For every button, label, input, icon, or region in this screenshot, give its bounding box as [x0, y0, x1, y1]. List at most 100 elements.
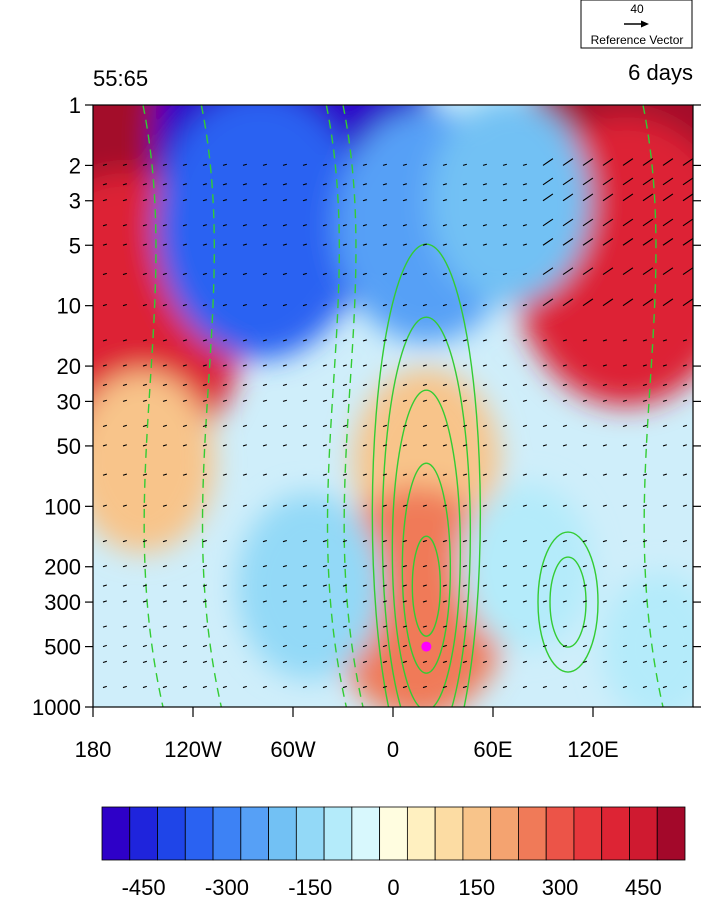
wind-vector-631: [122, 660, 127, 664]
wind-vector-122: [142, 243, 147, 246]
wind-vector-516: [222, 584, 227, 587]
wind-vector-534: [582, 584, 587, 587]
colorbar-tick-label-4: 150: [458, 875, 495, 898]
wind-vector-638: [262, 660, 267, 664]
wind-vector-43: [362, 183, 367, 186]
wind-vector-37: [242, 183, 247, 186]
wind-vector-485: [202, 565, 207, 568]
wind-vector-388: [662, 444, 667, 447]
wind-vector-577: [242, 625, 247, 628]
wind-vector-503: [562, 565, 567, 568]
wind-vector-45: [402, 183, 407, 186]
wind-vector-551: [322, 600, 327, 603]
wind-vector-665: [202, 685, 207, 689]
wind-vector-576: [222, 625, 227, 628]
wind-vector-62: [142, 199, 147, 202]
x-axis: 180 120W 60W 0 60E 120E: [75, 707, 619, 762]
wind-vector-614: [382, 644, 387, 648]
wind-vector-553: [362, 600, 367, 603]
wind-vector-546: [222, 600, 227, 603]
wind-vector-422: [142, 504, 147, 507]
wind-vector-161: [322, 272, 327, 276]
wind-vector-194: [382, 303, 387, 307]
wind-vector-379: [482, 444, 487, 447]
wind-vector-639: [282, 660, 287, 664]
wind-vector-584: [382, 625, 387, 628]
wind-vector-63: [162, 199, 167, 202]
wind-vector-521: [322, 584, 327, 587]
wind-vector-230: [502, 339, 507, 342]
wind-vector-432: [342, 504, 347, 507]
wind-vector-343: [362, 424, 367, 428]
wind-vector-131: [322, 243, 327, 246]
y-tick-label-1: 2: [69, 153, 81, 178]
wind-vector-495: [402, 565, 407, 568]
wind-vector-615: [402, 644, 407, 648]
wind-vector-394: [182, 473, 187, 476]
colorbar-bin-20: [656, 806, 686, 861]
wind-vector-48: [462, 183, 467, 186]
wind-vector-241: [122, 364, 127, 367]
colorbar-bin-12: [434, 806, 464, 861]
wind-vector-362: [142, 444, 147, 447]
wind-vector-318: [462, 399, 467, 402]
wind-vector-418: [662, 473, 667, 476]
wind-vector-272: [142, 383, 147, 387]
wind-vector-627: [642, 644, 647, 648]
wind-vector-680: [502, 685, 507, 689]
wind-vector-290: [502, 383, 507, 387]
wind-vector-377: [442, 444, 447, 447]
wind-vector-459: [282, 539, 287, 543]
wind-vector-431: [322, 504, 327, 507]
wind-vector-321: [522, 399, 527, 402]
colorbar-tick-label-3: 0: [387, 875, 399, 898]
wind-vector-582: [342, 625, 347, 628]
wind-vector-41: [322, 183, 327, 186]
wind-vector-271: [122, 383, 127, 387]
wind-vector-342: [342, 424, 347, 428]
wind-vector-205: [602, 298, 614, 307]
wind-vector-93: [162, 224, 167, 227]
wind-vector-526: [422, 584, 427, 587]
wind-vector-355: [602, 424, 607, 428]
wind-vector-74: [382, 199, 387, 202]
wind-vector-232: [542, 339, 547, 342]
wind-vector-19: [482, 163, 487, 166]
wind-vector-255: [402, 364, 407, 367]
wind-vector-228: [462, 339, 467, 342]
wind-vector-101: [322, 224, 327, 227]
wind-vector-481: [122, 565, 127, 568]
wind-vector-222: [342, 339, 347, 342]
wind-vector-246: [222, 364, 227, 367]
wind-vector-408: [462, 473, 467, 476]
wind-vector-73: [362, 199, 367, 202]
wind-vector-684: [582, 685, 587, 689]
wind-vector-13: [362, 163, 367, 166]
wind-vector-79: [482, 199, 487, 202]
wind-vector-248: [262, 364, 267, 367]
wind-vector-224: [382, 339, 387, 342]
wind-vector-673: [362, 685, 367, 689]
wind-vector-536: [622, 584, 627, 587]
wind-vector-138: [462, 243, 467, 246]
wind-vector-499: [482, 565, 487, 568]
wind-vector-129: [282, 243, 287, 246]
wind-vector-2: [142, 163, 147, 166]
wind-vector-502: [542, 565, 547, 568]
wind-vector-455: [202, 539, 207, 543]
wind-vector-213: [162, 339, 167, 342]
wind-vector-154: [182, 272, 187, 276]
wind-vector-496: [422, 565, 427, 568]
wind-vector-167: [442, 272, 447, 276]
wind-vector-50: [502, 183, 507, 186]
wind-vector-139: [482, 243, 487, 246]
wind-vector-380: [502, 444, 507, 447]
reference-arrow: [624, 20, 649, 28]
wind-vector-1: [122, 163, 127, 166]
wind-vector-487: [242, 565, 247, 568]
colorbar-bin-5: [240, 806, 269, 861]
wind-vector-602: [142, 644, 147, 648]
wind-vector-217: [242, 339, 247, 342]
wind-vector-643: [362, 660, 367, 664]
wind-vector-261: [522, 364, 527, 367]
